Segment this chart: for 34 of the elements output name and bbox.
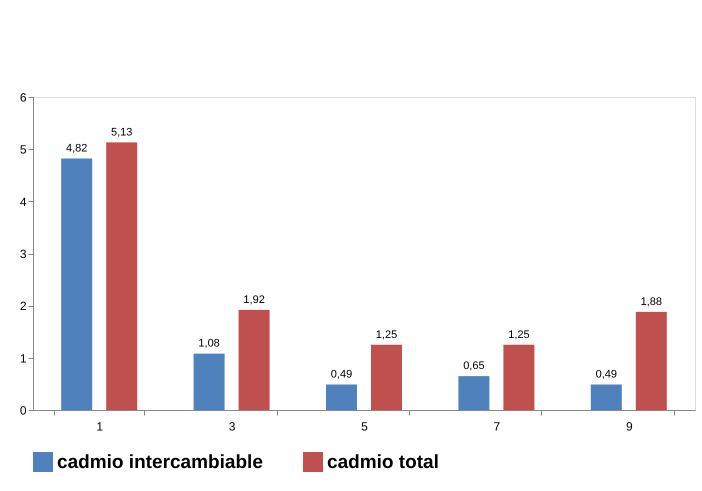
bar (371, 344, 402, 410)
data-label: 0,65 (463, 360, 485, 372)
data-label: 5,13 (110, 126, 132, 138)
data-label: 4,82 (66, 142, 88, 155)
data-label: 0,49 (330, 368, 352, 380)
x-tick-label: 1 (96, 420, 104, 434)
bar (590, 384, 622, 410)
data-label: 0,49 (596, 368, 618, 380)
y-tick-label: 0 (20, 404, 27, 418)
x-tick-label: 5 (361, 420, 368, 434)
bar (238, 310, 270, 410)
y-tick-label: 6 (20, 90, 27, 104)
data-label: 1,88 (640, 296, 662, 308)
data-label: 1,08 (198, 338, 220, 350)
y-tick-label: 3 (20, 247, 27, 261)
data-label: 1,25 (376, 328, 398, 341)
bar (326, 384, 357, 410)
data-label: 1,25 (508, 328, 530, 341)
bar (106, 142, 138, 410)
y-tick-label: 5 (20, 142, 27, 157)
bar (503, 344, 534, 410)
legend-label: cadmio total (327, 452, 439, 473)
y-tick-label: 1 (20, 351, 27, 366)
bar (458, 376, 490, 410)
bar (194, 354, 225, 410)
legend-label: cadmio intercambiable (57, 452, 263, 473)
bar (636, 312, 667, 410)
x-tick-label: 7 (494, 420, 501, 434)
bar (61, 158, 92, 410)
y-tick-label: 4 (20, 194, 27, 209)
y-tick-label: 2 (20, 299, 27, 314)
data-label: 1,92 (243, 294, 265, 306)
x-tick-label: 9 (626, 420, 633, 434)
x-tick-label: 3 (228, 420, 236, 434)
